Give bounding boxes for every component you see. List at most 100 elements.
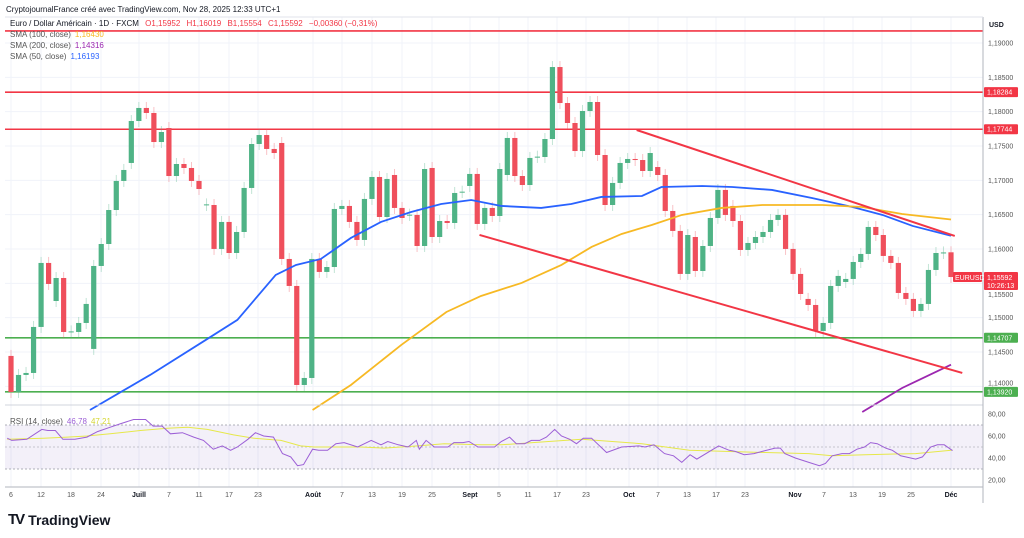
price-tag-label: 1,14707 bbox=[987, 335, 1012, 342]
candle-up bbox=[587, 101, 593, 111]
candle-up bbox=[256, 135, 262, 145]
candle-up bbox=[865, 226, 871, 254]
ohlc-change: −0,00360 (−0,31%) bbox=[309, 19, 378, 28]
sma-line bbox=[312, 204, 952, 411]
candle-up bbox=[91, 265, 97, 349]
indicator-legend-sma200[interactable]: SMA (200, close) 1,14316 bbox=[10, 41, 104, 50]
indicator-legend-sma100[interactable]: SMA (100, close) 1,16430 bbox=[10, 30, 104, 39]
sma200-value: 1,14316 bbox=[75, 41, 104, 50]
candle-up bbox=[113, 180, 119, 211]
candle-down bbox=[895, 262, 901, 293]
tradingview-logo[interactable]: TV TradingView bbox=[8, 511, 110, 528]
candle-down bbox=[279, 142, 285, 259]
candle-down bbox=[151, 112, 157, 143]
price-tick-label: 1,15500 bbox=[988, 292, 1013, 299]
candle-down bbox=[655, 167, 661, 175]
ohlc-high: H1,16019 bbox=[187, 19, 222, 28]
candle-up bbox=[835, 275, 841, 286]
rsi-line bbox=[7, 419, 953, 467]
time-label: 7 bbox=[167, 492, 171, 499]
price-tick-label: 1,17500 bbox=[988, 144, 1013, 151]
price-tag-bg bbox=[984, 124, 1018, 135]
candle-down bbox=[414, 214, 420, 246]
candle-down bbox=[46, 262, 52, 284]
candle-down bbox=[594, 101, 601, 156]
candle-up bbox=[437, 220, 443, 237]
candle-up bbox=[106, 210, 112, 244]
bar-countdown: 10:26:13 bbox=[987, 283, 1014, 290]
time-label: 23 bbox=[741, 492, 749, 499]
candle-up bbox=[339, 205, 345, 209]
candle-up bbox=[203, 204, 210, 206]
rsi-legend[interactable]: RSI (14, close) 46,78 47,21 bbox=[10, 417, 112, 426]
tradingview-brand: TradingView bbox=[28, 511, 111, 528]
current-price-value: 1,15592 bbox=[987, 275, 1012, 282]
candle-up bbox=[68, 331, 74, 333]
candle-up bbox=[23, 372, 29, 375]
candle-down bbox=[354, 221, 360, 240]
trend-lines[interactable] bbox=[479, 129, 963, 374]
price-axis-ticks[interactable]: 1,19000 1,18500 1,18000 1,17500 1,17000 1,165… bbox=[988, 41, 1013, 388]
rsi-axis-ticks[interactable]: 80,00 60,00 40,00 20,00 bbox=[988, 412, 1006, 485]
time-label: 24 bbox=[97, 492, 105, 499]
time-label: 5 bbox=[497, 492, 501, 499]
candle-down bbox=[557, 67, 563, 104]
candle-up bbox=[767, 219, 774, 232]
candle-up bbox=[527, 157, 533, 186]
candle-down bbox=[888, 255, 894, 263]
price-tick-label: 1,14000 bbox=[988, 380, 1013, 387]
time-label: 17 bbox=[712, 492, 720, 499]
candle-down bbox=[730, 205, 736, 221]
price-tag-label: 1,18284 bbox=[987, 90, 1012, 97]
candle-up bbox=[579, 110, 586, 152]
tradingview-logo-icon: TV bbox=[8, 511, 25, 528]
current-price-bg bbox=[984, 272, 1018, 290]
currency-label[interactable]: USD bbox=[989, 22, 1004, 29]
candle-down bbox=[376, 176, 383, 218]
candle-up bbox=[933, 252, 939, 270]
candle-up bbox=[504, 137, 510, 175]
candle-up bbox=[715, 189, 721, 218]
candle-down bbox=[294, 285, 300, 385]
time-label: 19 bbox=[878, 492, 886, 499]
candle-up bbox=[15, 374, 22, 392]
candle-up bbox=[918, 303, 924, 311]
candle-up bbox=[331, 208, 337, 268]
candle-down bbox=[564, 103, 571, 124]
ohlc-open: O1,15952 bbox=[145, 19, 181, 28]
candle-down bbox=[670, 210, 676, 231]
price-tag-bg bbox=[984, 87, 1018, 98]
candle-up bbox=[452, 192, 458, 223]
candle-down bbox=[692, 236, 698, 271]
candle-up bbox=[745, 242, 751, 250]
sma100-label: SMA (100, close) bbox=[10, 30, 71, 39]
price-tick-label: 1,18000 bbox=[988, 109, 1013, 116]
candle-up bbox=[828, 285, 834, 323]
time-label: 12 bbox=[37, 492, 45, 499]
indicator-legend-sma50[interactable]: SMA (50, close) 1,16193 bbox=[10, 52, 100, 61]
trend-line[interactable] bbox=[636, 129, 956, 237]
candle-up bbox=[625, 158, 631, 163]
ohlc-close: C1,15592 bbox=[268, 19, 303, 28]
candle-up bbox=[98, 243, 104, 266]
symbol-tag-bg bbox=[953, 272, 982, 282]
time-label: 17 bbox=[225, 492, 233, 499]
trend-line[interactable] bbox=[479, 233, 963, 374]
candle-up bbox=[83, 303, 89, 323]
candle-up bbox=[534, 156, 540, 158]
candle-down bbox=[226, 221, 232, 253]
candle-down bbox=[166, 128, 172, 177]
rsi-lines bbox=[7, 419, 953, 467]
time-label: Déc bbox=[945, 492, 958, 499]
candle-up bbox=[361, 198, 368, 240]
time-label: 23 bbox=[254, 492, 262, 499]
time-axis-labels[interactable]: 6 12 18 24 Juill 7 11 17 23 Août 7 13 19 25 Sept 5 11 17 2… bbox=[9, 492, 957, 499]
candle-up bbox=[309, 258, 315, 378]
price-tick-label: 1,18500 bbox=[988, 75, 1013, 82]
candle-down bbox=[798, 273, 804, 294]
candle-up bbox=[76, 322, 82, 332]
candle-up bbox=[549, 67, 556, 140]
candle-up bbox=[752, 236, 759, 243]
symbol-legend: Euro / Dollar Américain · 1D · FXCM O1,1… bbox=[10, 19, 378, 28]
